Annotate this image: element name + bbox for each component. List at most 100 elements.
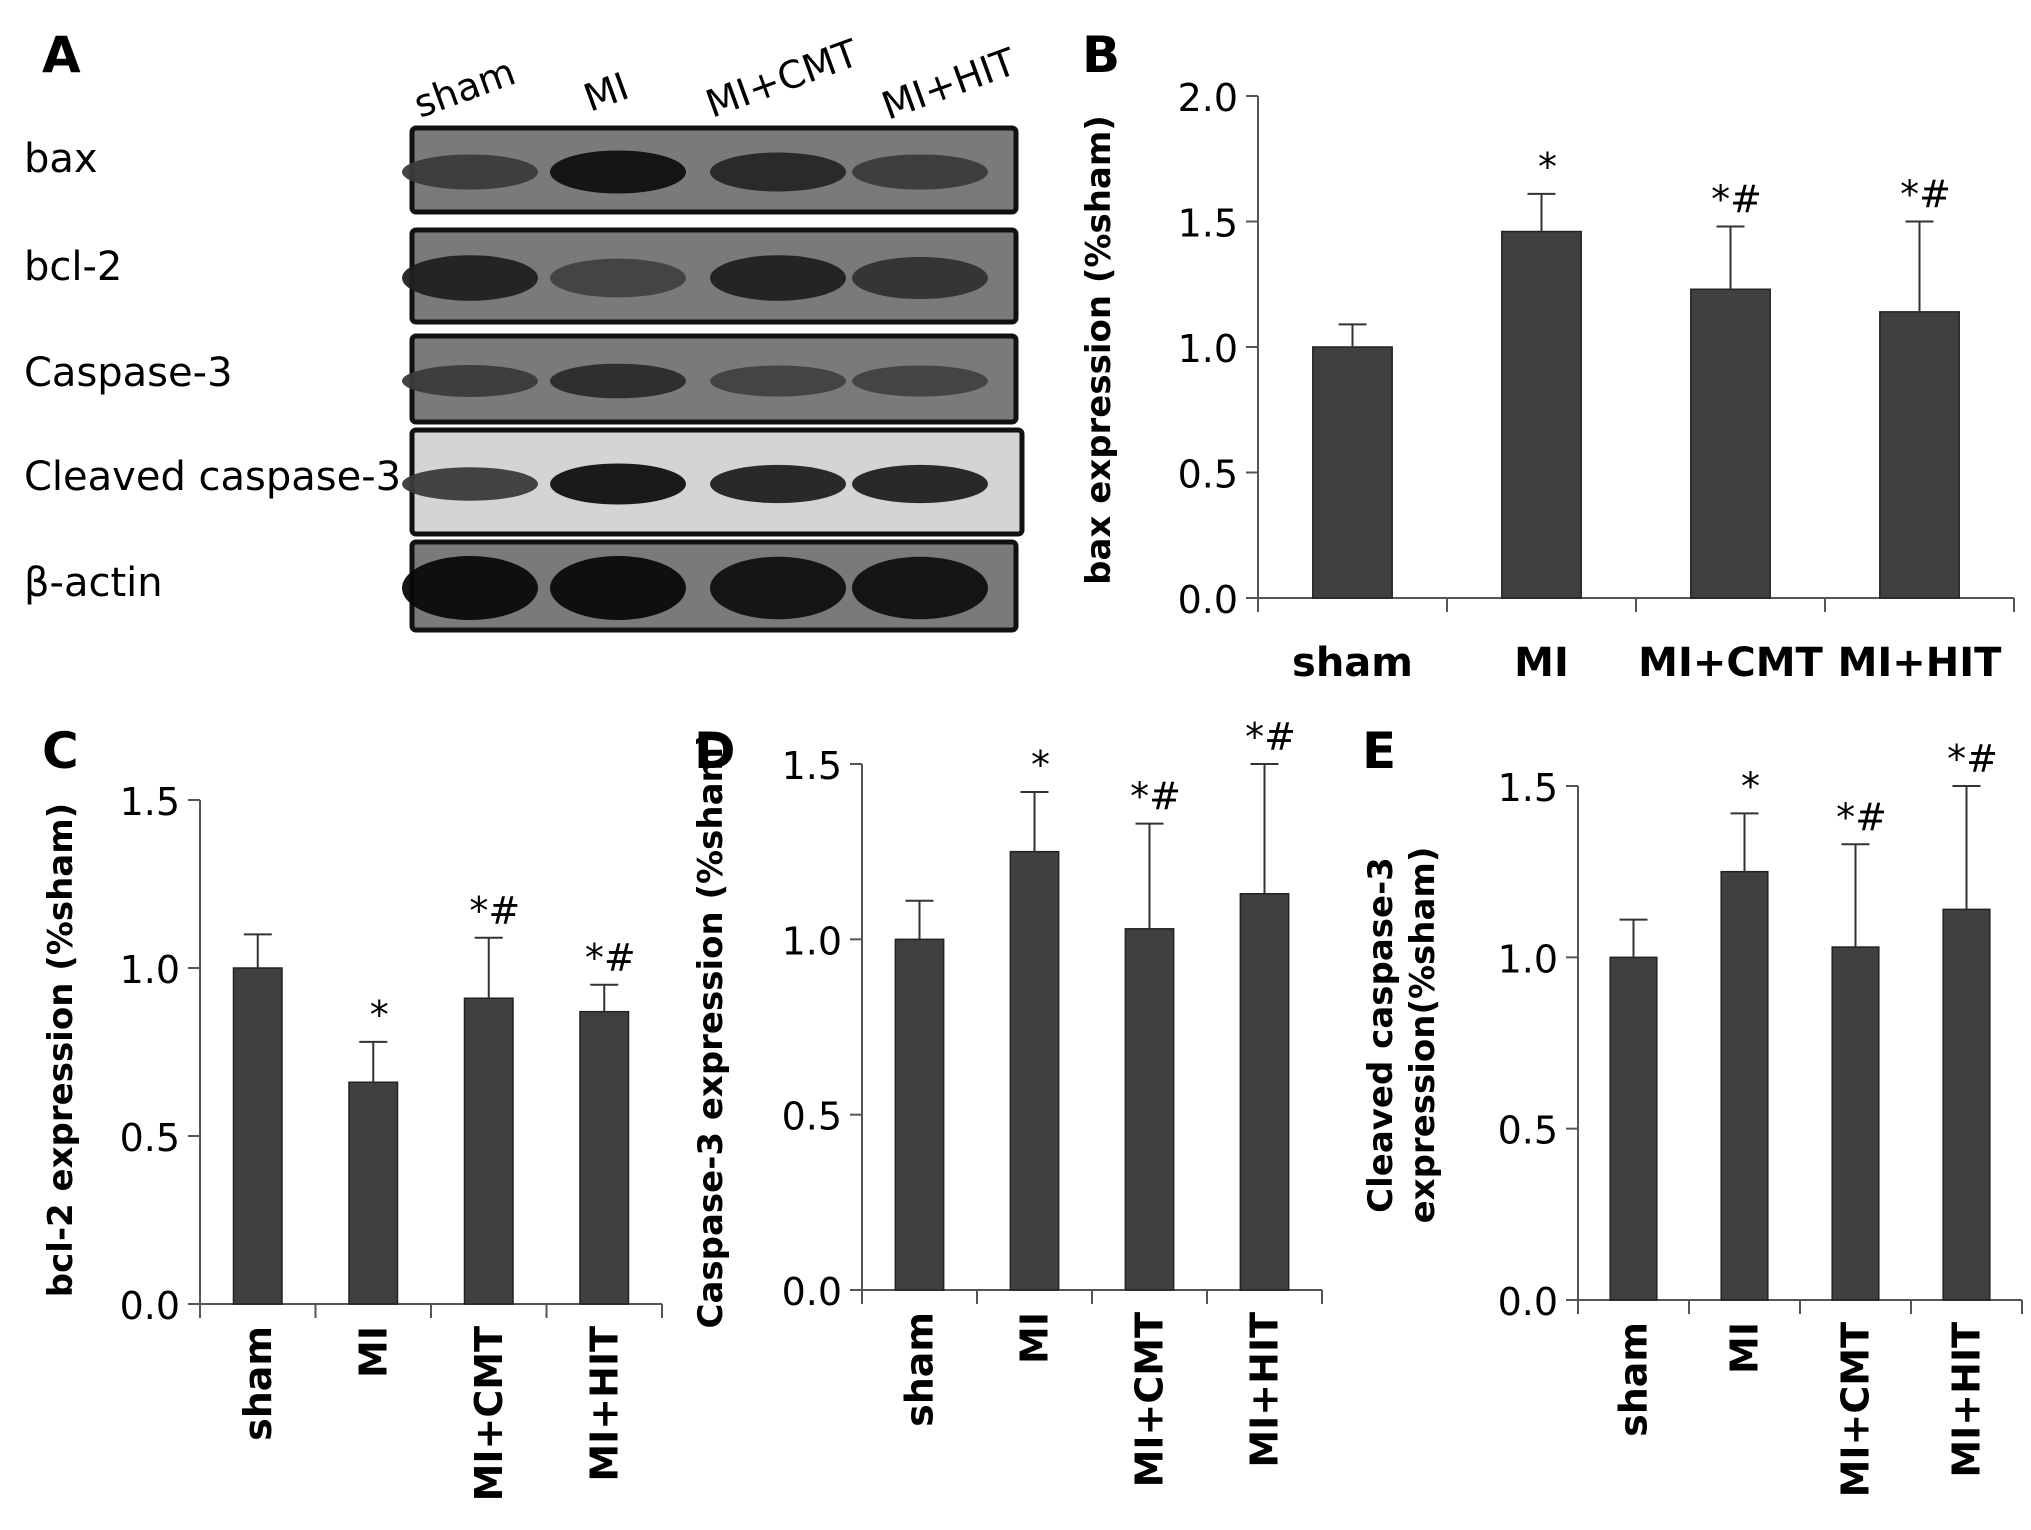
blot-band [550,363,686,399]
chart-panel-c: 0.0 0.5 1.0 1.5 sham * MI *# MI+CMT *# MI+HIT bcl-2… [41,780,663,1501]
bar [894,938,945,1291]
western-blot-panel: sham MI MI+CMT MI+HIT bax bcl-2 Caspase-3 Cleav… [24,31,1025,633]
blot-band [550,150,686,194]
bar [1239,892,1290,1291]
significance-label: *# [1711,178,1762,222]
y-tick-label: 0.5 [1498,1109,1558,1153]
x-category-label: sham [1612,1322,1656,1437]
x-category-label: sham [1292,640,1413,686]
blot-band [550,258,686,298]
x-category-label: MI [1723,1322,1767,1374]
blot-band [710,556,846,620]
x-category-label: MI+HIT [1243,1312,1287,1468]
x-category-label: MI+CMT [1638,640,1823,686]
blot-band [852,365,988,397]
x-category-label: MI [1514,640,1569,686]
blot-band [852,464,988,504]
significance-label: *# [1947,737,1998,781]
blot-lane-label: MI+HIT [876,39,1022,128]
blot-row-label: β-actin [24,560,163,606]
blot-band [402,556,538,620]
y-tick-label: 0.5 [1178,453,1238,497]
significance-label: *# [585,936,636,980]
significance-label: * [370,993,389,1037]
significance-label: * [1538,145,1557,189]
blot-band [710,464,846,504]
x-category-label: MI+HIT [1945,1322,1989,1478]
panel-letter-b: B [1082,26,1120,84]
bar [1942,908,1991,1301]
panel-letter-c: C [42,722,79,780]
y-axis-title: bcl-2 expression (%sham) [41,803,81,1297]
chart-panel-e: 0.0 0.5 1.0 1.5 sham * MI *# MI+CMT *# MI+HIT Cleav… [1361,737,2023,1497]
panel-letters: A B C D E [42,26,1396,780]
bar [348,1081,399,1305]
bar [1501,230,1582,599]
y-tick-label: 0.5 [120,1116,180,1160]
y-tick-label: 1.0 [782,919,842,963]
bar [1009,850,1060,1291]
blot-row-label: bcl-2 [24,244,122,290]
bar [1609,956,1658,1301]
blot-band [402,467,538,501]
y-tick-label: 0.0 [782,1270,842,1314]
blot-band [852,256,988,300]
y-tick-label: 1.5 [120,780,180,824]
y-tick-label: 0.5 [782,1095,842,1139]
blot-band [852,154,988,190]
blot-row-label: bax [24,136,98,182]
significance-label: *# [1836,795,1887,839]
bar [1690,288,1771,599]
x-category-label: MI+CMT [1128,1312,1172,1487]
blot-band [402,154,538,190]
blot-band [550,556,686,620]
y-tick-label: 1.0 [1178,327,1238,371]
y-tick-label: 1.5 [1178,202,1238,246]
bar [1879,311,1960,599]
x-category-label: sham [898,1312,942,1427]
panel-letter-d: D [694,722,736,780]
chart-panel-b: 0.0 0.5 1.0 1.5 2.0 sham * MI *# MI+CMT *# MI+HIT ba… [1079,76,2015,686]
blot-band [852,556,988,620]
blot-row-label: Caspase-3 [24,350,233,396]
bar [232,967,283,1305]
y-tick-label: 0.0 [120,1284,180,1328]
panel-letter-e: E [1362,722,1396,780]
x-category-label: MI+CMT [1834,1322,1878,1497]
bar [1720,870,1769,1301]
y-axis-title: Cleaved caspase-3 [1361,857,1401,1213]
x-category-label: MI+CMT [467,1326,511,1501]
y-tick-label: 1.0 [120,948,180,992]
y-tick-label: 2.0 [1178,76,1238,120]
blot-lane-label: MI+CMT [700,31,865,127]
blot-band [710,365,846,397]
significance-label: *# [1900,173,1951,217]
bar [579,1010,630,1305]
y-axis-title: Caspase-3 expression (%sham) [691,732,731,1329]
blot-band [550,463,686,505]
bar [463,997,514,1305]
y-tick-label: 1.5 [1498,766,1558,810]
blot-band [402,255,538,301]
blot-lane-label: sham [408,49,521,126]
x-category-label: MI+HIT [1838,640,2003,686]
blot-row-label: Cleaved caspase-3 [24,454,401,500]
x-category-label: MI+HIT [582,1326,626,1482]
blot-band [710,152,846,192]
blot-lane-label: MI [578,64,634,120]
y-axis-title: bax expression (%sham) [1079,115,1119,585]
bar [1312,346,1393,599]
bar [1124,928,1175,1291]
blot-band [710,255,846,301]
y-axis-title: expression(%sham) [1403,847,1443,1224]
y-tick-label: 0.0 [1498,1280,1558,1324]
chart-panel-d: 0.0 0.5 1.0 1.5 sham * MI *# MI+CMT *# MI+HIT Caspa… [691,715,1323,1487]
significance-label: *# [1245,715,1296,759]
x-category-label: MI [1013,1312,1057,1364]
y-tick-label: 0.0 [1178,578,1238,622]
x-category-label: MI [351,1326,395,1378]
panel-letter-a: A [42,26,81,84]
y-tick-label: 1.0 [1498,937,1558,981]
x-category-label: sham [236,1326,280,1441]
